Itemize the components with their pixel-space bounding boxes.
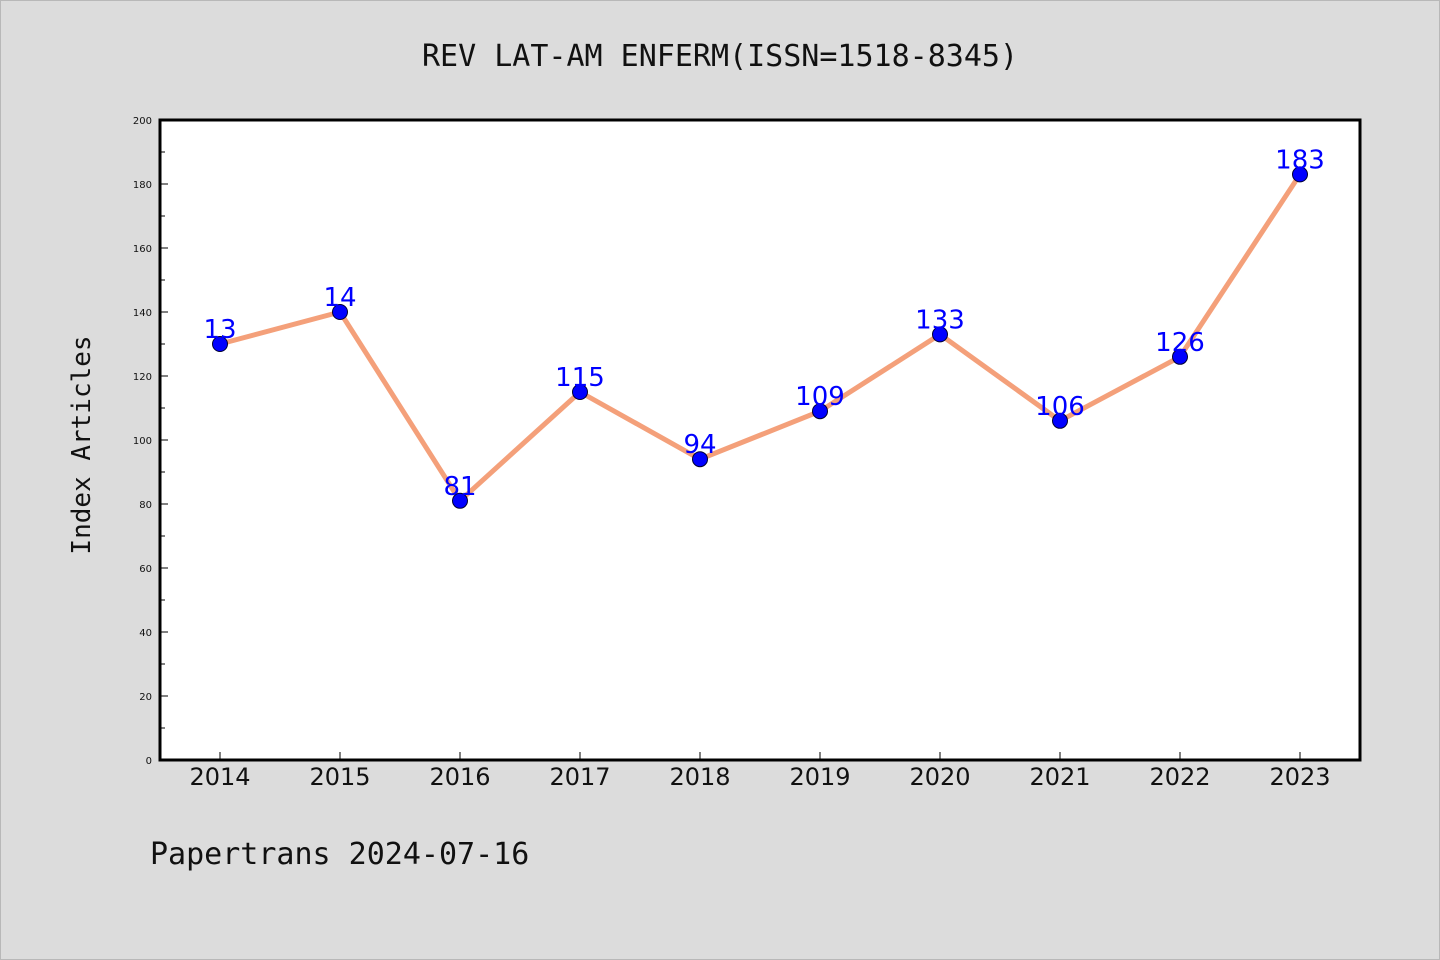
x-tick-label: 2022 <box>1149 763 1210 791</box>
data-label: 13 <box>203 315 236 345</box>
data-label: 94 <box>683 430 716 460</box>
x-tick-label: 2023 <box>1269 763 1330 791</box>
x-tick-label: 2019 <box>789 763 850 791</box>
x-axis-ticks: 2014 2015 2016 2017 2018 2019 2020 2021 2022 2023 <box>189 752 1331 791</box>
y-tick-label: 100 <box>133 436 152 447</box>
y-tick-label: 40 <box>139 628 152 639</box>
y-axis-ticks: 0 20 40 60 80 100 120 140 160 180 200 <box>133 116 168 767</box>
y-tick-label: 140 <box>133 308 152 319</box>
data-point-marker <box>932 326 948 343</box>
data-label: 115 <box>555 363 605 393</box>
y-tick-label: 20 <box>139 692 152 703</box>
y-tick-label: 180 <box>133 180 152 191</box>
footer-credit: Papertrans 2024-07-16 <box>150 837 529 872</box>
data-point-marker <box>572 384 588 400</box>
data-labels: 13 14 81 115 94 109 133 106 126 183 <box>203 145 1324 501</box>
y-tick-label: 80 <box>139 500 152 511</box>
y-tick-label: 200 <box>133 116 152 127</box>
series-line <box>217 171 1303 504</box>
y-axis-label: Index Articles <box>67 335 97 554</box>
data-point-marker <box>1052 412 1068 429</box>
x-tick-label: 2014 <box>189 763 250 791</box>
data-point-marker <box>1172 348 1188 365</box>
x-tick-label: 2021 <box>1029 763 1090 791</box>
data-point-marker <box>1292 166 1308 183</box>
x-tick-label: 2015 <box>309 763 370 791</box>
chart-title: REV LAT-AM ENFERM(ISSN=1518-8345) <box>422 39 1018 74</box>
y-tick-label: 60 <box>139 564 152 575</box>
data-label: 183 <box>1275 145 1325 175</box>
data-point-marker <box>812 403 828 420</box>
x-tick-label: 2018 <box>669 763 730 791</box>
data-label: 81 <box>443 472 476 502</box>
data-label: 106 <box>1035 392 1085 422</box>
data-markers <box>212 166 1308 509</box>
data-label: 126 <box>1155 328 1205 358</box>
data-label: 133 <box>915 305 965 335</box>
data-point-marker <box>212 336 228 352</box>
series-line-group <box>217 171 1303 504</box>
x-tick-label: 2017 <box>549 763 610 791</box>
y-tick-label: 120 <box>133 372 152 383</box>
data-point-marker <box>452 492 468 509</box>
x-tick-label: 2016 <box>429 763 490 791</box>
x-tick-label: 2020 <box>909 763 970 791</box>
data-label: 14 <box>323 283 356 313</box>
data-point-marker <box>332 304 348 320</box>
y-tick-label: 0 <box>146 756 152 767</box>
data-label: 109 <box>795 382 845 412</box>
y-tick-label: 160 <box>133 244 152 255</box>
data-point-marker <box>692 451 708 468</box>
plot-area <box>158 118 1362 762</box>
